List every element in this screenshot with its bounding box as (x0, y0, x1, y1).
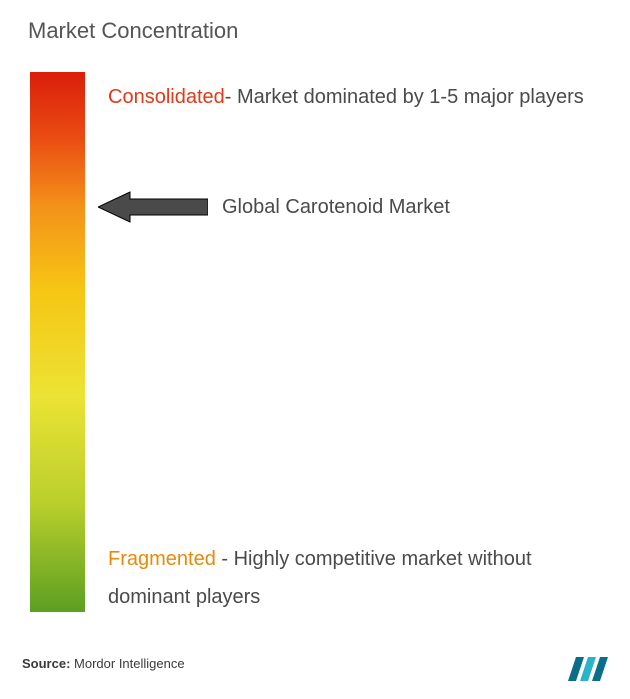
fragmented-label: Fragmented (108, 548, 216, 570)
page-title: Market Concentration (28, 18, 238, 44)
consolidated-label: Consolidated (108, 86, 225, 108)
source-name: Mordor Intelligence (74, 656, 185, 671)
left-arrow-icon (98, 190, 208, 224)
consolidated-description: Consolidated- Market dominated by 1-5 ma… (108, 78, 603, 116)
consolidated-text: - Market dominated by 1-5 major players (225, 86, 584, 108)
mordor-logo-icon (566, 651, 612, 685)
marker-label: Global Carotenoid Market (222, 196, 450, 219)
marker-row: Global Carotenoid Market (98, 190, 618, 224)
source-line: Source: Mordor Intelligence (22, 656, 185, 671)
concentration-spectrum-bar (30, 72, 85, 612)
fragmented-description: Fragmented - Highly competitive market w… (108, 540, 603, 616)
source-prefix: Source: (22, 656, 70, 671)
